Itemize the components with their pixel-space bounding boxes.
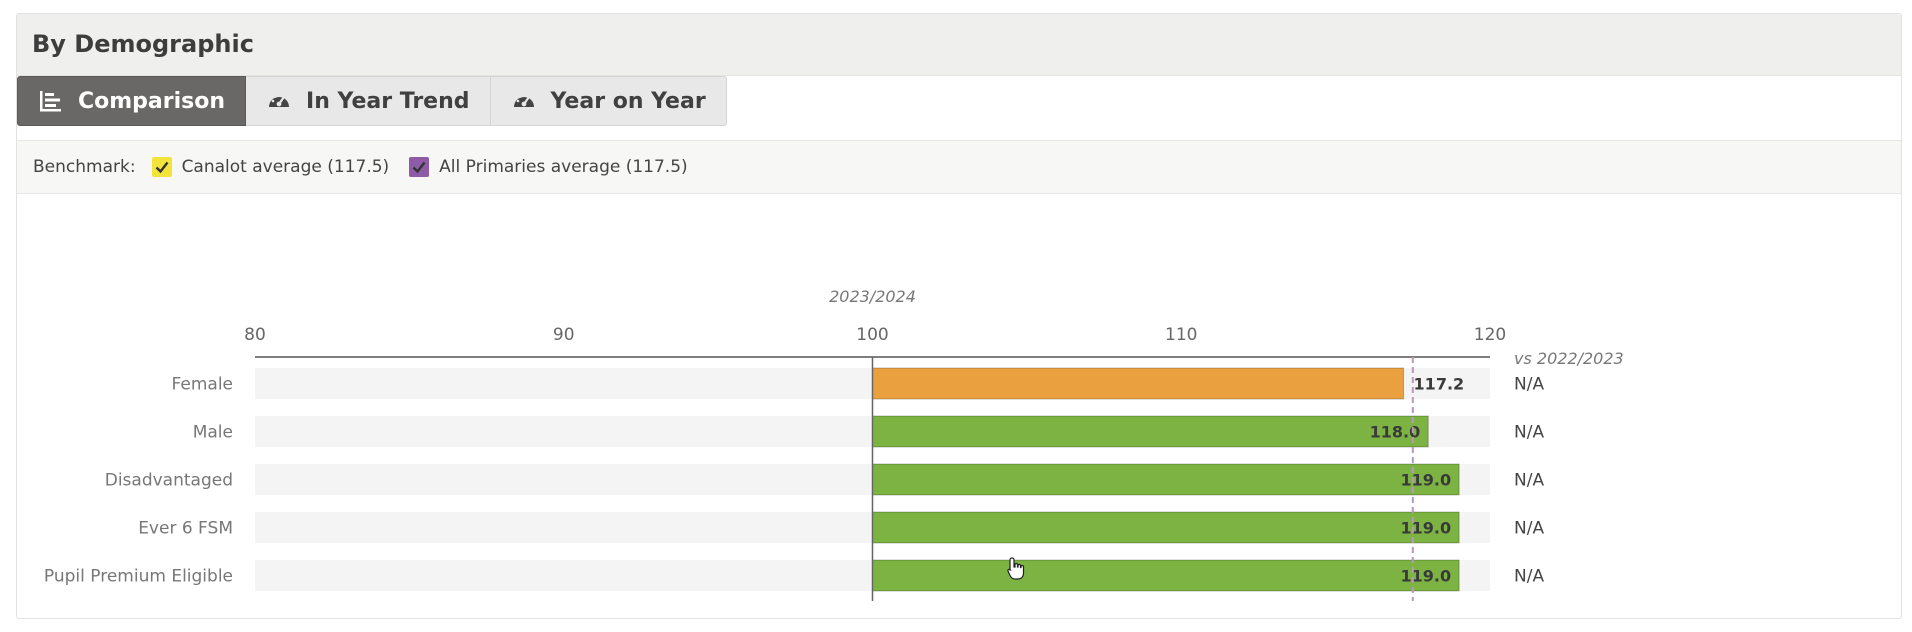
tab-label: Year on Year [550,88,706,114]
benchmark-item-label: All Primaries average (117.5) [439,157,688,177]
data-bar [872,511,1460,544]
tab-label: Comparison [78,88,226,114]
data-label: 118.0 [1370,423,1421,442]
category-label: Female [172,375,233,395]
data-label: 119.0 [1401,567,1452,586]
data-bar [872,367,1405,400]
bar-chart-icon [38,88,64,114]
checkbox-checked-icon[interactable] [409,157,430,177]
tab-label: In Year Trend [306,88,470,114]
x-tick-label: 90 [553,325,575,345]
tab-year-on-year[interactable]: Year on Year [490,76,727,126]
checkbox-checked-icon[interactable] [151,157,172,177]
category-label: Ever 6 FSM [138,519,233,539]
panel-title: By Demographic [17,14,1901,76]
data-label: 119.0 [1401,471,1452,490]
mouse-cursor-icon [1007,557,1025,580]
data-bar [872,415,1429,448]
gauge-icon [266,88,292,114]
comparison-value: N/A [1514,471,1544,491]
comparison-value: N/A [1514,519,1544,539]
data-label: 117.2 [1414,375,1465,394]
category-label: Disadvantaged [105,471,233,491]
category-label: Male [193,423,233,443]
x-tick-label: 80 [244,325,266,345]
benchmark-all-primaries[interactable]: All Primaries average (117.5) [409,157,688,177]
comparison-value: N/A [1514,567,1544,587]
benchmark-item-label: Canalot average (117.5) [181,157,390,177]
tab-comparison[interactable]: Comparison [17,76,247,126]
comparison-value: N/A [1514,375,1544,395]
comparison-value: N/A [1514,423,1544,443]
benchmark-bar: Benchmark: Canalot average (117.5) All P… [17,140,1901,194]
data-bar [872,463,1460,496]
category-label: Pupil Premium Eligible [44,567,233,587]
x-tick-label: 110 [1165,325,1197,345]
benchmark-label: Benchmark: [33,157,136,177]
view-tabs: Comparison In Year Trend [17,76,727,128]
comparison-header: vs 2022/2023 [1514,349,1624,368]
gauge-icon [511,88,537,114]
benchmark-canalot[interactable]: Canalot average (117.5) [151,157,390,177]
data-bar [872,559,1460,592]
data-label: 119.0 [1401,519,1452,538]
tab-in-year-trend[interactable]: In Year Trend [246,76,491,126]
x-tick-label: 100 [856,325,888,345]
chart-period-label: 2023/2024 [829,287,916,306]
x-tick-label: 120 [1474,325,1506,345]
